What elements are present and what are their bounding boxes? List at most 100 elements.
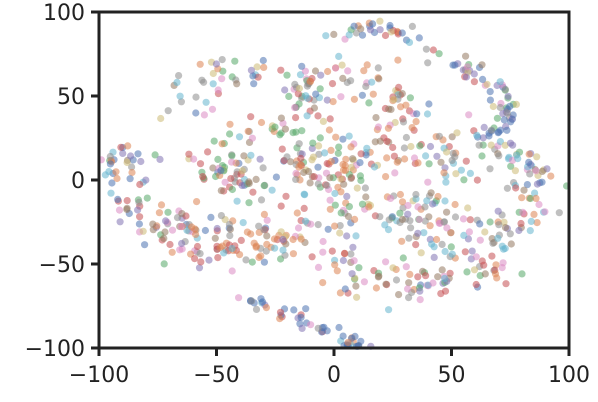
scatter-point (217, 212, 225, 220)
scatter-point (252, 243, 260, 251)
scatter-point (139, 227, 147, 235)
scatter-point (345, 203, 353, 211)
y-tick-label: −100 (25, 337, 85, 362)
scatter-point (314, 163, 322, 171)
scatter-point (413, 110, 421, 118)
scatter-point (220, 249, 228, 257)
scatter-point (465, 228, 473, 236)
scatter-point (478, 257, 486, 265)
scatter-point (352, 232, 360, 240)
scatter-point (376, 26, 384, 34)
scatter-point (250, 80, 258, 88)
scatter-point (406, 270, 414, 278)
scatter-point (209, 80, 217, 88)
scatter-point (369, 90, 377, 98)
scatter-point (279, 246, 287, 254)
scatter-point (360, 278, 368, 286)
scatter-point (541, 208, 549, 216)
scatter-point (486, 88, 494, 96)
scatter-point (374, 273, 382, 281)
scatter-point (441, 274, 449, 282)
scatter-point (161, 228, 169, 236)
scatter-point (416, 142, 424, 150)
scatter-point (470, 266, 479, 274)
scatter-point (315, 142, 323, 150)
scatter-point (289, 250, 297, 258)
scatter-point (341, 162, 349, 170)
scatter-point (414, 273, 422, 281)
scatter-point (430, 243, 438, 251)
scatter-point (496, 78, 504, 86)
x-tick-label: −50 (193, 363, 239, 388)
scatter-point (292, 175, 300, 183)
scatter-point (481, 228, 489, 236)
scatter-point (489, 239, 497, 247)
scatter-point (489, 102, 497, 111)
scatter-point (168, 226, 177, 234)
scatter-point (277, 114, 285, 122)
scatter-point (507, 240, 515, 248)
scatter-point (356, 159, 364, 167)
scatter-point (362, 193, 370, 201)
scatter-point (331, 261, 339, 269)
scatter-point (494, 129, 502, 137)
scatter-point (525, 150, 533, 158)
scatter-point (366, 26, 375, 34)
scatter-point (228, 244, 236, 253)
scatter-point (382, 173, 390, 181)
scatter-point (306, 179, 314, 187)
scatter-point (424, 59, 432, 67)
scatter-point (302, 92, 310, 100)
y-tick-label: 50 (57, 85, 85, 110)
scatter-point (108, 179, 116, 187)
scatter-point (192, 93, 200, 101)
scatter-point (406, 217, 414, 225)
scatter-point (199, 173, 207, 181)
y-tick-label: −50 (39, 253, 85, 278)
scatter-point (457, 166, 465, 174)
scatter-point (495, 221, 503, 229)
scatter-point (137, 157, 145, 166)
scatter-point (530, 210, 538, 218)
scatter-point (322, 32, 330, 40)
scatter-point (177, 223, 185, 231)
scatter-point (208, 105, 217, 113)
scatter-point (381, 31, 390, 40)
scatter-point (289, 235, 297, 244)
scatter-point (336, 222, 344, 230)
scatter-point (190, 155, 198, 163)
scatter-point (395, 83, 403, 91)
scatter-point (437, 158, 445, 166)
scatter-point (244, 127, 252, 135)
scatter-point (466, 169, 474, 177)
scatter-point (470, 70, 478, 78)
scatter-point (352, 29, 360, 37)
scatter-point (472, 280, 480, 289)
scatter-point (459, 215, 468, 223)
scatter-point (196, 160, 205, 168)
scatter-point (310, 104, 318, 112)
scatter-point (402, 133, 410, 142)
scatter-point (249, 72, 257, 80)
scatter-point (374, 64, 382, 72)
scatter-point (422, 45, 430, 53)
scatter-point (425, 100, 433, 108)
scatter-point (448, 250, 456, 258)
scatter-point (247, 151, 255, 159)
scatter-point (487, 126, 495, 134)
scatter-point (142, 176, 150, 184)
scatter-point (515, 226, 523, 235)
scatter-point (393, 158, 401, 166)
scatter-point (177, 98, 185, 106)
scatter-point (283, 153, 291, 161)
scatter-point (374, 123, 382, 131)
scatter-point (292, 169, 300, 177)
scatter-point (343, 192, 351, 200)
scatter-point (407, 224, 415, 232)
scatter-point (248, 134, 256, 142)
scatter-point (252, 305, 261, 313)
scatter-point (513, 151, 521, 159)
scatter-point (394, 56, 402, 64)
scatter-point (518, 194, 526, 202)
scatter-point (336, 289, 344, 297)
